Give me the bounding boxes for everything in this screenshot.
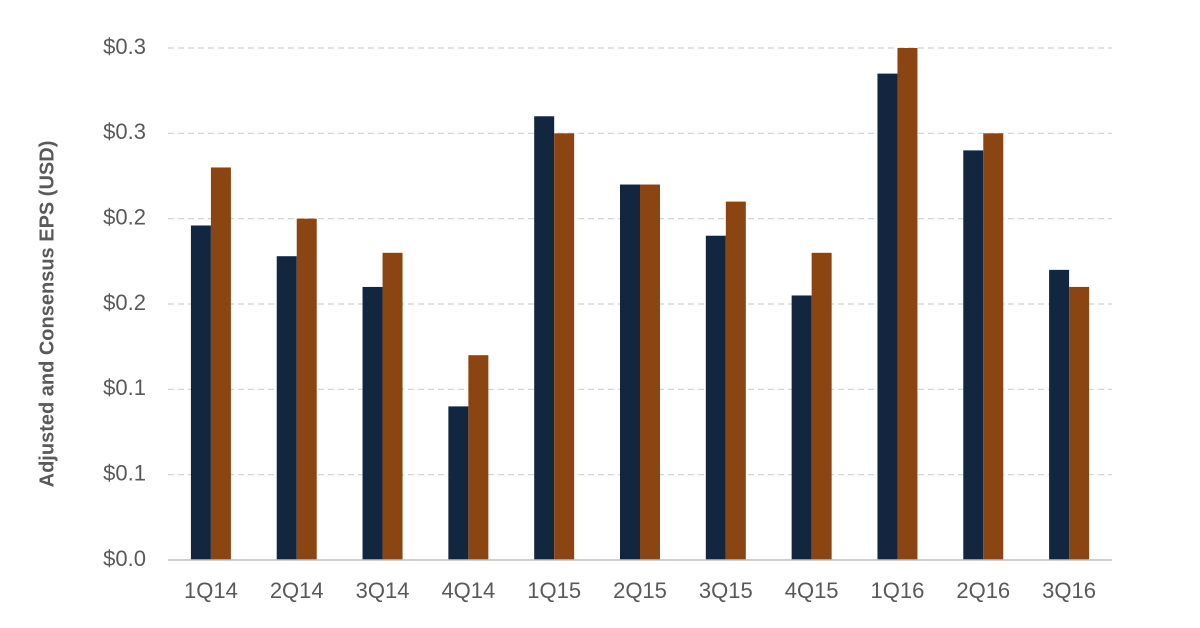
bar: [554, 133, 575, 561]
bar: [620, 184, 640, 561]
y-tick-label: $0.2: [103, 204, 146, 229]
bar: [791, 295, 812, 560]
bar: [448, 406, 469, 560]
x-tick-label: 3Q16: [1042, 578, 1096, 603]
x-tick-label: 4Q15: [785, 578, 839, 603]
bar: [983, 133, 1004, 561]
bar: [705, 235, 726, 560]
y-tick-label: $0.1: [103, 460, 146, 485]
bar: [210, 167, 231, 560]
x-tick-label: 2Q16: [956, 578, 1010, 603]
y-tick-label: $0.3: [103, 119, 146, 144]
bar: [1049, 269, 1070, 560]
bar: [468, 355, 489, 560]
y-tick-label: $0.1: [103, 375, 146, 400]
bar: [811, 252, 832, 561]
bar: [362, 286, 383, 560]
x-tick-label: 2Q14: [270, 578, 324, 603]
x-tick-label: 1Q14: [184, 578, 238, 603]
y-axis-title: Adjusted and Consensus EPS (USD): [36, 141, 58, 488]
bar: [963, 150, 984, 560]
y-tick-label: $0.2: [103, 290, 146, 315]
x-tick-label: 3Q15: [699, 578, 753, 603]
x-tick-label: 1Q15: [527, 578, 581, 603]
x-tick-label: 1Q16: [871, 578, 925, 603]
y-tick-label: $0.0: [103, 546, 146, 571]
bar: [382, 252, 403, 561]
x-tick-label: 2Q15: [613, 578, 667, 603]
x-tick-label: 4Q14: [441, 578, 495, 603]
x-tick-label: 3Q14: [356, 578, 410, 603]
bar: [897, 48, 918, 560]
bar: [534, 116, 555, 561]
bar: [276, 256, 297, 560]
bar: [296, 218, 317, 560]
bar: [877, 73, 898, 560]
y-tick-label: $0.3: [103, 34, 146, 59]
bar: [725, 201, 746, 560]
bar: [1069, 286, 1090, 560]
bar: [640, 184, 660, 561]
bar: [190, 225, 211, 560]
